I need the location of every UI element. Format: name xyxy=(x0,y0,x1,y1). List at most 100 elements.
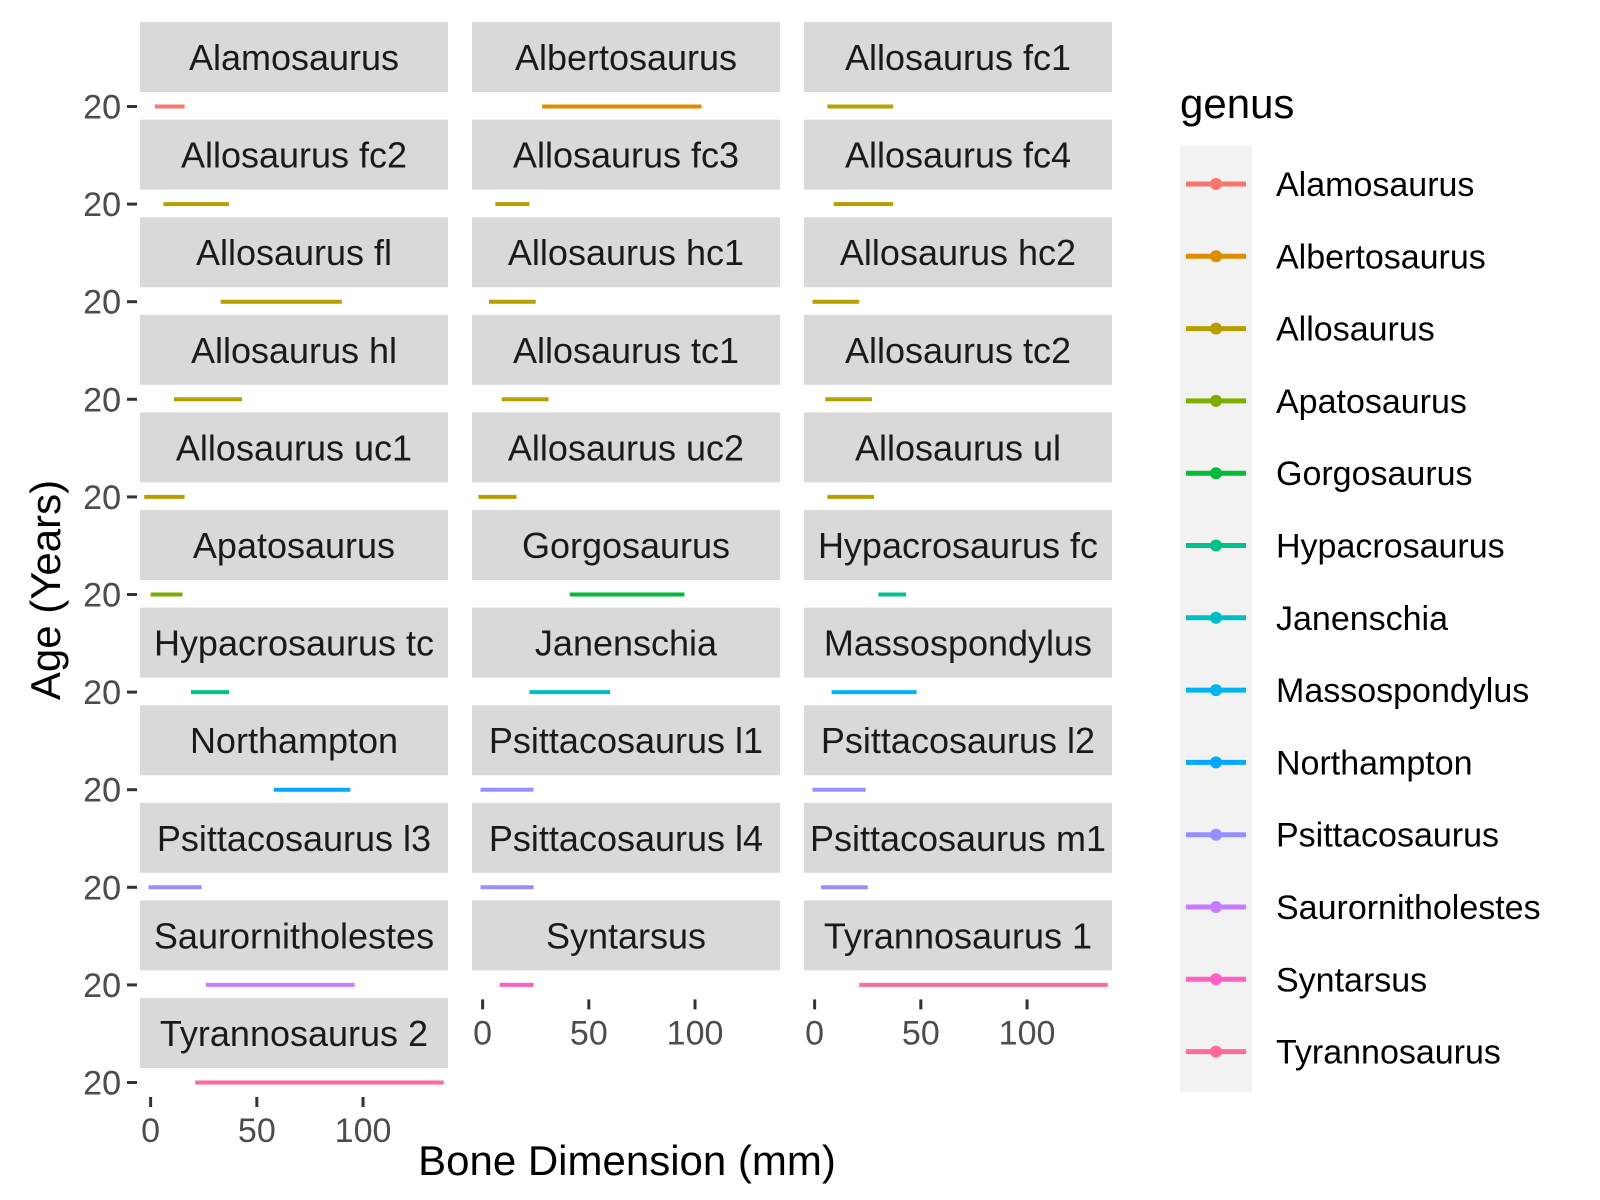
x-tick-label: 50 xyxy=(570,1014,608,1052)
facet-panel: Gorgosaurus xyxy=(472,510,780,597)
facet-strip xyxy=(804,217,1112,288)
y-tick-label: 0 xyxy=(102,674,121,712)
facet-panel: Hypacrosaurus tc 200 xyxy=(83,607,448,712)
facet-strip xyxy=(804,119,1112,190)
facet-strip-label: Hypacrosaurus tc xyxy=(154,623,434,664)
facet-panel: Psittacosaurus l3 200 xyxy=(83,802,448,907)
facet-strip xyxy=(804,705,1112,776)
legend-label: Saurornitholestes xyxy=(1276,889,1541,927)
y-tick-label: 20 xyxy=(83,1065,121,1103)
legend-label: Northampton xyxy=(1276,744,1473,782)
legend-key-point xyxy=(1210,250,1222,263)
facet-strip xyxy=(804,510,1112,580)
facet-panel: Psittacosaurus l4 xyxy=(472,802,780,890)
facet-strip-label: Allosaurus hc1 xyxy=(508,232,744,273)
facet-panel: Allosaurus hc1 xyxy=(472,217,780,304)
legend-label: Gorgosaurus xyxy=(1276,455,1473,493)
y-tick-label: 0 xyxy=(102,967,121,1005)
legend-label: Apatosaurus xyxy=(1276,383,1467,421)
facet-strip-label: Allosaurus tc1 xyxy=(513,330,739,371)
x-tick-label: 50 xyxy=(902,1014,940,1052)
facet-panel: Allosaurus uc2 xyxy=(472,412,780,499)
legend-item: Psittacosaurus xyxy=(1186,817,1499,855)
facet-panel: Psittacosaurus l1 xyxy=(472,705,780,792)
facet-strip-label: Allosaurus fl xyxy=(196,232,392,273)
x-axis: 0 50 100 xyxy=(805,999,1055,1052)
x-axis: 0 50 100 xyxy=(473,999,723,1052)
facet-strip xyxy=(804,412,1112,483)
legend-item: Syntarsus xyxy=(1186,961,1427,999)
facet-strip xyxy=(472,802,780,873)
facet-strip-label: Allosaurus fc4 xyxy=(845,135,1071,176)
y-tick-label: 0 xyxy=(102,1065,121,1103)
facet-strip-label: Psittacosaurus l1 xyxy=(489,720,763,761)
facet-strip xyxy=(140,119,448,190)
facet-strip-label: Saurornitholestes xyxy=(154,915,434,956)
y-tick-label: 0 xyxy=(102,89,121,127)
x-tick-label: 0 xyxy=(473,1014,492,1052)
legend: genus Alamosaurus Albertosaurus Allosaurus… xyxy=(1180,80,1541,1092)
legend-key-point xyxy=(1210,828,1222,841)
facet-strip-label: Massospondylus xyxy=(824,623,1092,664)
facet-panel: Janenschia xyxy=(472,607,780,695)
legend-label: Psittacosaurus xyxy=(1276,817,1499,855)
facet-panel: Northampton 200 xyxy=(83,705,448,810)
legend-title: genus xyxy=(1180,80,1294,127)
legend-key-point xyxy=(1210,973,1222,986)
facet-panel: Tyrannosaurus 1 xyxy=(804,900,1112,987)
facet-strip xyxy=(472,705,780,776)
legend-key-point xyxy=(1210,611,1222,624)
facet-strip xyxy=(140,412,448,483)
legend-label: Allosaurus xyxy=(1276,311,1435,349)
y-tick-label: 0 xyxy=(102,869,121,907)
facet-strip xyxy=(804,314,1112,385)
y-tick-label: 0 xyxy=(102,772,121,810)
facet-strip xyxy=(140,607,448,678)
facet-strip xyxy=(804,900,1112,971)
facet-strip xyxy=(472,510,780,580)
legend-item: Hypacrosaurus xyxy=(1186,528,1505,566)
facet-panel: Syntarsus xyxy=(472,900,780,987)
facet-panel: Albertosaurus xyxy=(472,22,780,109)
facet-strip xyxy=(472,900,780,971)
facet-strip-label: Allosaurus hc2 xyxy=(840,232,1076,273)
facet-strip xyxy=(472,412,780,483)
facet-strip-label: Northampton xyxy=(190,720,398,761)
y-tick-label: 20 xyxy=(83,967,121,1005)
facet-strip-label: Allosaurus hl xyxy=(191,330,397,371)
facet-strip xyxy=(472,22,780,92)
facet-strip xyxy=(140,705,448,776)
y-tick-label: 20 xyxy=(83,869,121,907)
legend-label: Syntarsus xyxy=(1276,961,1427,999)
facet-strip-label: Tyrannosaurus 1 xyxy=(824,915,1092,956)
legend-key-point xyxy=(1210,539,1222,552)
legend-label: Alamosaurus xyxy=(1276,166,1474,204)
y-axis-title: Age (Years) xyxy=(22,480,69,700)
facet-strip-label: Allosaurus uc1 xyxy=(176,427,412,468)
y-tick-label: 0 xyxy=(102,186,121,224)
facet-strip-label: Psittacosaurus l2 xyxy=(821,720,1095,761)
legend-label: Janenschia xyxy=(1276,600,1448,638)
x-tick-label: 0 xyxy=(805,1014,824,1052)
facet-strip-label: Allosaurus tc2 xyxy=(845,330,1071,371)
x-tick-label: 100 xyxy=(667,1014,724,1052)
legend-label: Albertosaurus xyxy=(1276,238,1486,276)
legend-item: Allosaurus xyxy=(1186,311,1435,349)
legend-item: Saurornitholestes xyxy=(1186,889,1541,927)
facet-strip xyxy=(472,217,780,288)
facet-panel: Allosaurus hl 200 xyxy=(83,314,448,419)
facet-strip xyxy=(472,119,780,190)
legend-item: Gorgosaurus xyxy=(1186,455,1473,493)
y-tick-label: 0 xyxy=(102,577,121,615)
facet-strip xyxy=(472,607,780,678)
facet-strip xyxy=(140,22,448,92)
legend-item: Janenschia xyxy=(1186,600,1448,638)
facet-strip-label: Psittacosaurus l4 xyxy=(489,818,763,859)
facet-panel: Massospondylus xyxy=(804,607,1112,695)
facet-panel: Allosaurus fl 200 xyxy=(83,217,448,322)
y-tick-label: 20 xyxy=(83,479,121,517)
facet-strip-label: Tyrannosaurus 2 xyxy=(160,1013,428,1054)
x-axes: 0 50 100 0 50 100 0 50 100 xyxy=(141,999,1055,1150)
legend-item: Massospondylus xyxy=(1186,672,1529,710)
facet-panel: Saurornitholestes 200 xyxy=(83,900,448,1005)
